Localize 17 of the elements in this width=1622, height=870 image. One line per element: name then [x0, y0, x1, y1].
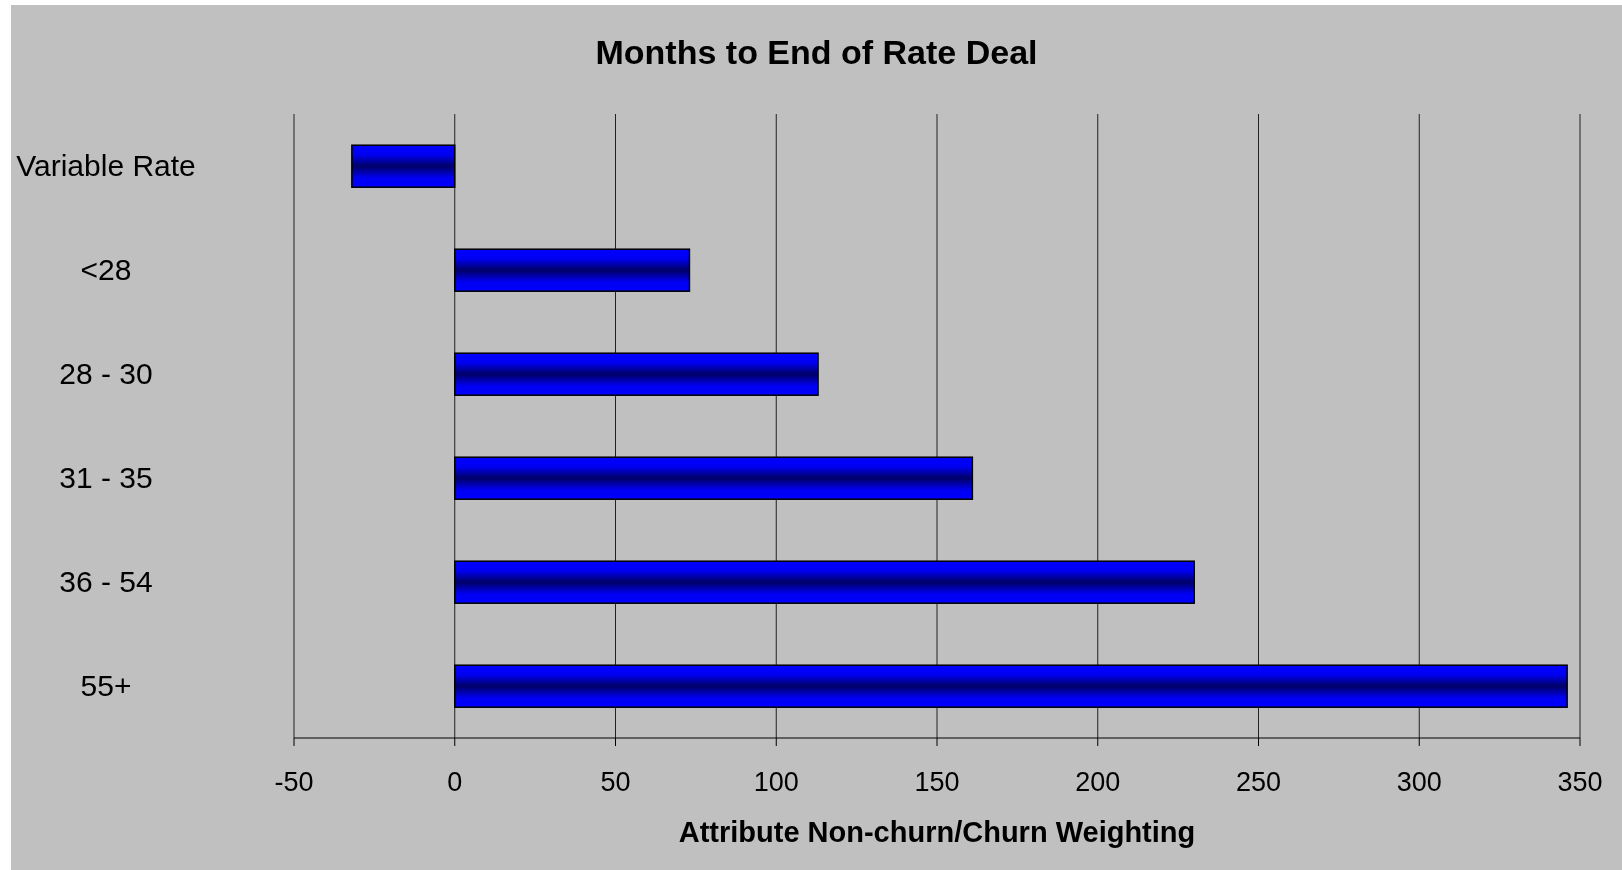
x-tick-label: 350: [1557, 767, 1603, 797]
x-axis-title: Attribute Non-churn/Churn Weighting: [678, 816, 1196, 848]
y-tick-label: 31 - 35: [59, 461, 153, 494]
chart-title: Months to End of Rate Deal: [594, 32, 1039, 72]
x-tick-label: 150: [914, 767, 960, 797]
y-tick-label: 28 - 30: [59, 357, 153, 390]
y-tick-label: <28: [80, 253, 132, 286]
y-tick-label: 36 - 54: [59, 565, 153, 598]
x-tick-label: 250: [1235, 767, 1282, 797]
x-tick-label: 300: [1396, 767, 1442, 797]
x-tick-label: -50: [274, 767, 314, 797]
x-tick-label: 0: [447, 767, 463, 797]
y-tick-label: 55+: [80, 669, 132, 702]
x-tick-label: 50: [600, 767, 631, 797]
x-tick-label: 100: [753, 767, 799, 797]
y-tick-label: Variable Rate: [16, 149, 196, 182]
x-tick-label: 200: [1075, 767, 1121, 797]
